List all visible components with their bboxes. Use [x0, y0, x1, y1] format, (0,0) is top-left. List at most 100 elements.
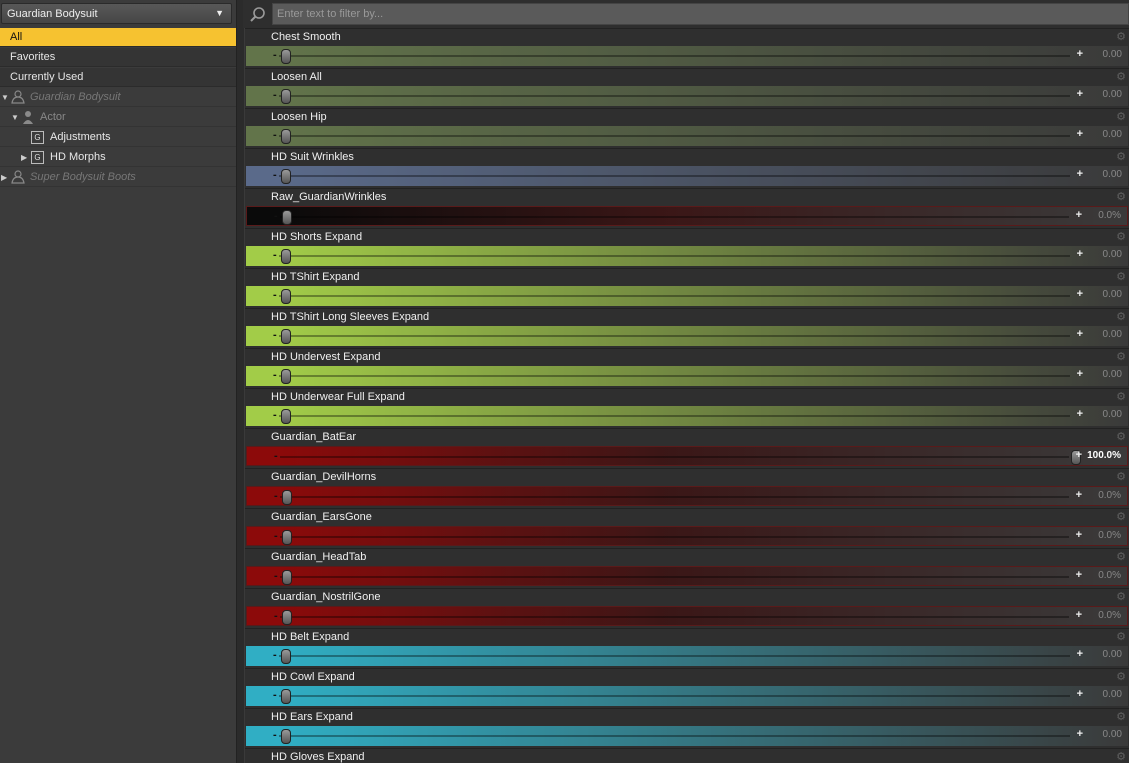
property-value[interactable]: 0.00	[1102, 369, 1122, 380]
panel-splitter[interactable]	[236, 0, 244, 763]
gear-icon[interactable]: ⚙	[1116, 591, 1126, 603]
slider-knob[interactable]	[281, 329, 291, 344]
gear-icon[interactable]: ⚙	[1116, 431, 1126, 443]
gear-icon[interactable]: ⚙	[1116, 711, 1126, 723]
tree-item[interactable]: G Adjustments	[0, 128, 236, 147]
increment-icon[interactable]: +	[1075, 489, 1082, 501]
tree-item[interactable]: ▼ Actor	[0, 108, 236, 127]
slider-knob[interactable]	[281, 649, 291, 664]
property-slider[interactable]: - +0.00	[246, 46, 1128, 66]
slider-knob[interactable]	[282, 210, 292, 225]
property-value[interactable]: 0.0%	[1098, 530, 1121, 541]
increment-icon[interactable]: +	[1076, 88, 1083, 100]
expand-down-icon[interactable]: ▼	[1, 93, 9, 102]
decrement-icon[interactable]: -	[273, 649, 277, 661]
increment-icon[interactable]: +	[1076, 648, 1083, 660]
gear-icon[interactable]: ⚙	[1116, 751, 1126, 763]
gear-icon[interactable]: ⚙	[1116, 351, 1126, 363]
property-slider[interactable]: - +0.0%	[246, 566, 1128, 586]
slider-knob[interactable]	[281, 289, 291, 304]
increment-icon[interactable]: +	[1075, 529, 1082, 541]
increment-icon[interactable]: +	[1076, 728, 1083, 740]
property-slider[interactable]: - +0.00	[246, 286, 1128, 306]
filter-input[interactable]	[272, 3, 1129, 25]
increment-icon[interactable]: +	[1076, 248, 1083, 260]
slider-knob[interactable]	[281, 409, 291, 424]
property-slider[interactable]: - +0.00	[246, 646, 1128, 666]
tree-item[interactable]: ▶ G HD Morphs	[0, 148, 236, 167]
increment-icon[interactable]: +	[1076, 48, 1083, 60]
property-value[interactable]: 0.00	[1102, 649, 1122, 660]
slider-knob[interactable]	[282, 530, 292, 545]
increment-icon[interactable]: +	[1075, 569, 1082, 581]
property-value[interactable]: 0.00	[1102, 249, 1122, 260]
property-slider[interactable]: - +0.00	[246, 126, 1128, 146]
gear-icon[interactable]: ⚙	[1116, 231, 1126, 243]
gear-icon[interactable]: ⚙	[1116, 631, 1126, 643]
increment-icon[interactable]: +	[1075, 209, 1082, 221]
slider-knob[interactable]	[281, 89, 291, 104]
gear-icon[interactable]: ⚙	[1116, 511, 1126, 523]
gear-icon[interactable]: ⚙	[1116, 551, 1126, 563]
property-value[interactable]: 0.0%	[1098, 210, 1121, 221]
property-value[interactable]: 0.00	[1102, 89, 1122, 100]
increment-icon[interactable]: +	[1076, 128, 1083, 140]
decrement-icon[interactable]: -	[273, 369, 277, 381]
property-slider[interactable]: - +0.00	[246, 366, 1128, 386]
increment-icon[interactable]: +	[1075, 449, 1082, 461]
gear-icon[interactable]: ⚙	[1116, 471, 1126, 483]
property-slider[interactable]: - +0.00	[246, 166, 1128, 186]
slider-knob[interactable]	[281, 49, 291, 64]
tree-item[interactable]: ▶ Super Bodysuit Boots	[0, 168, 236, 187]
gear-icon[interactable]: ⚙	[1116, 151, 1126, 163]
slider-knob[interactable]	[282, 610, 292, 625]
slider-knob[interactable]	[281, 129, 291, 144]
property-slider[interactable]: - +0.0%	[246, 206, 1128, 226]
property-value[interactable]: 0.00	[1102, 129, 1122, 140]
decrement-icon[interactable]: -	[273, 329, 277, 341]
property-slider[interactable]: - +0.0%	[246, 486, 1128, 506]
category-all[interactable]: All	[0, 28, 236, 47]
property-value[interactable]: 0.0%	[1098, 610, 1121, 621]
increment-icon[interactable]: +	[1076, 688, 1083, 700]
slider-knob[interactable]	[281, 249, 291, 264]
decrement-icon[interactable]: -	[273, 409, 277, 421]
decrement-icon[interactable]: -	[273, 289, 277, 301]
decrement-icon[interactable]: -	[273, 49, 277, 61]
decrement-icon[interactable]: -	[273, 89, 277, 101]
property-slider[interactable]: - +0.00	[246, 86, 1128, 106]
slider-knob[interactable]	[281, 369, 291, 384]
decrement-icon[interactable]: -	[273, 169, 277, 181]
increment-icon[interactable]: +	[1076, 288, 1083, 300]
slider-knob[interactable]	[1071, 450, 1081, 465]
property-value[interactable]: 0.00	[1102, 729, 1122, 740]
decrement-icon[interactable]: -	[274, 610, 278, 622]
property-slider[interactable]: - +0.00	[246, 726, 1128, 746]
decrement-icon[interactable]: -	[273, 729, 277, 741]
gear-icon[interactable]: ⚙	[1116, 71, 1126, 83]
property-value[interactable]: 0.00	[1102, 289, 1122, 300]
property-slider[interactable]: - +0.0%	[246, 526, 1128, 546]
decrement-icon[interactable]: -	[273, 129, 277, 141]
increment-icon[interactable]: +	[1076, 408, 1083, 420]
slider-knob[interactable]	[281, 689, 291, 704]
property-slider[interactable]: - +0.0%	[246, 606, 1128, 626]
increment-icon[interactable]: +	[1076, 368, 1083, 380]
search-icon[interactable]	[249, 6, 269, 23]
property-slider[interactable]: - +0.00	[246, 686, 1128, 706]
increment-icon[interactable]: +	[1076, 328, 1083, 340]
decrement-icon[interactable]: -	[274, 490, 278, 502]
decrement-icon[interactable]: -	[274, 210, 278, 222]
increment-icon[interactable]: +	[1075, 609, 1082, 621]
property-slider[interactable]: - +0.00	[246, 326, 1128, 346]
slider-knob[interactable]	[282, 570, 292, 585]
decrement-icon[interactable]: -	[274, 530, 278, 542]
gear-icon[interactable]: ⚙	[1116, 391, 1126, 403]
decrement-icon[interactable]: -	[274, 570, 278, 582]
property-value[interactable]: 0.00	[1102, 409, 1122, 420]
property-value[interactable]: 100.0%	[1087, 450, 1121, 461]
category-currently-used[interactable]: Currently Used	[0, 68, 236, 87]
increment-icon[interactable]: +	[1076, 168, 1083, 180]
category-favorites[interactable]: Favorites	[0, 48, 236, 67]
decrement-icon[interactable]: -	[273, 249, 277, 261]
